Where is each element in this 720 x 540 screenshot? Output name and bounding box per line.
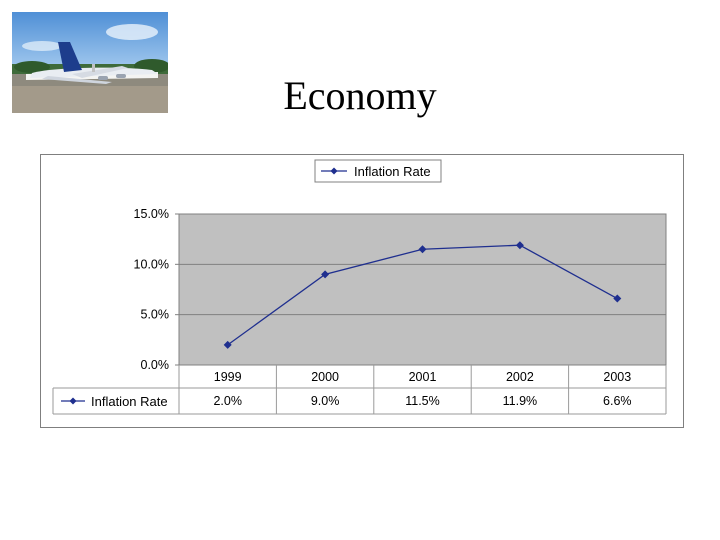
plot-area [178, 213, 667, 366]
data-point [223, 340, 232, 349]
table-legend-marker [69, 397, 77, 405]
y-tick-label: 15.0% [134, 207, 169, 221]
y-tick-label: 10.0% [134, 257, 169, 271]
legend-label: Inflation Rate [354, 164, 431, 179]
airplane-photo [12, 12, 168, 113]
x-category-label: 2003 [603, 370, 631, 384]
legend-marker [330, 167, 338, 175]
inflation-line-chart: 0.0% 5.0% 10.0% 15.0% 1999 2.0% 2000 9.0% 2001 11… [52, 159, 667, 415]
data-point [321, 270, 330, 279]
chart-frame: 0.0% 5.0% 10.0% 15.0% 1999 2.0% 2000 9.0% 2001 11… [40, 154, 684, 428]
data-table-value: 9.0% [311, 394, 340, 408]
x-category-label: 2001 [409, 370, 437, 384]
x-category-label: 2002 [506, 370, 534, 384]
y-tick-label: 5.0% [141, 308, 170, 322]
data-table-value: 6.6% [603, 394, 632, 408]
data-table-value: 11.9% [503, 394, 538, 408]
data-table-value: 2.0% [213, 394, 242, 408]
data-point [515, 241, 524, 250]
data-table-value: 11.5% [405, 394, 440, 408]
table-legend-label: Inflation Rate [91, 394, 168, 409]
legend-box [314, 159, 442, 183]
data-point [418, 245, 427, 254]
x-category-label: 2000 [311, 370, 339, 384]
slide-title: Economy [283, 73, 437, 118]
data-point [613, 294, 622, 303]
y-tick-label: 0.0% [141, 358, 170, 372]
x-category-label: 1999 [214, 370, 242, 384]
